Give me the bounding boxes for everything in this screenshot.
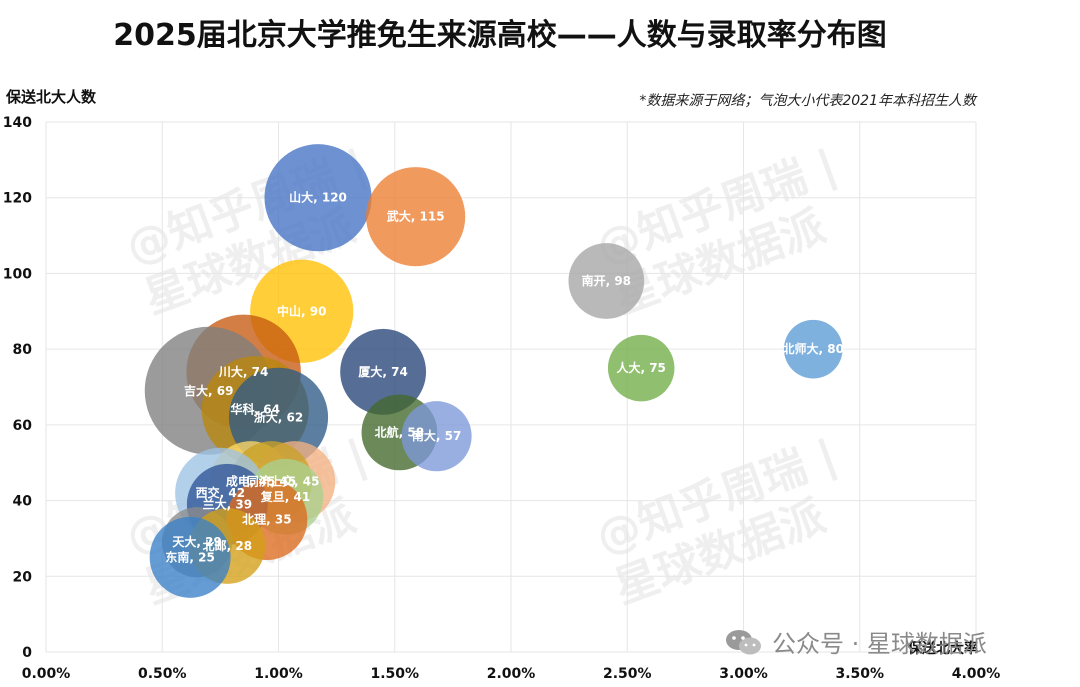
x-tick-label: 1.50%	[370, 666, 419, 682]
bubble-label: 南开, 98	[582, 273, 631, 288]
bubble-label: 吉大, 69	[184, 383, 233, 398]
bubble	[401, 401, 472, 472]
bubble-label: 厦大, 74	[358, 364, 407, 379]
y-axis-label: 保送北大人数	[6, 88, 97, 106]
x-tick-label: 2.00%	[487, 666, 536, 682]
y-tick-label: 120	[3, 191, 32, 207]
bubble-label: 北师大, 80	[783, 341, 844, 356]
x-tick-label: 1.00%	[254, 666, 303, 682]
bubble-label: 南大, 57	[412, 428, 461, 443]
bubble	[607, 334, 675, 402]
bubble	[264, 144, 372, 252]
bubble	[340, 328, 427, 415]
bubble-label: 西交, 42	[196, 485, 245, 500]
bubble-label: 北理, 35	[242, 512, 291, 527]
bubble-label: 华科, 64	[231, 402, 280, 417]
y-tick-label: 40	[13, 494, 33, 510]
x-axis-label: 保送北大率	[908, 641, 978, 657]
bubble-label: 中山, 90	[277, 303, 326, 318]
chart-title: 2025届北京大学推免生来源高校——人数与录取率分布图	[113, 18, 887, 53]
bubble-label: 北邮, 28	[203, 538, 252, 553]
bubble-label: 上交, 45	[270, 474, 319, 489]
x-tick-label: 0.50%	[138, 666, 187, 682]
y-tick-label: 140	[3, 115, 32, 131]
bubble-label: 复旦, 41	[260, 489, 310, 504]
y-tick-label: 20	[13, 569, 33, 585]
bubble-label: 山大, 120	[289, 190, 347, 205]
bubble	[568, 243, 645, 319]
bubble-label: 北航, 58	[375, 424, 424, 439]
footer: 公众号 · 星球数据派	[724, 624, 987, 659]
bubble-label: 成电, 45	[226, 474, 275, 489]
bubble-label: 同济, 45	[247, 474, 296, 489]
y-tick-label: 100	[3, 266, 32, 282]
x-tick-label: 0.00%	[22, 666, 71, 682]
y-tick-label: 60	[13, 418, 33, 434]
bubble-label: 川大, 74	[218, 364, 268, 379]
bubble	[366, 167, 466, 267]
bubble-label: 天大, 29	[172, 534, 221, 549]
bubble-label: 兰大, 39	[203, 496, 252, 511]
y-tick-label: 0	[22, 645, 32, 661]
x-tick-label: 2.50%	[603, 666, 652, 682]
chart-note: *数据来源于网络；气泡大小代表2021年本科招生人数	[639, 93, 976, 109]
bubble-label: 东南, 25	[165, 549, 214, 564]
bubble	[149, 516, 231, 598]
x-tick-label: 4.00%	[952, 666, 1001, 682]
x-tick-label: 3.50%	[835, 666, 884, 682]
wechat-icon	[726, 629, 761, 654]
x-tick-label: 3.00%	[719, 666, 768, 682]
bubble-label: 人大, 75	[616, 360, 665, 375]
bubble-label: 武大, 115	[387, 209, 445, 224]
bubble	[783, 319, 843, 379]
bubble-label: 浙大, 62	[254, 409, 303, 424]
footer-text: 公众号 · 星球数据派	[772, 630, 987, 658]
y-tick-label: 80	[13, 342, 33, 358]
